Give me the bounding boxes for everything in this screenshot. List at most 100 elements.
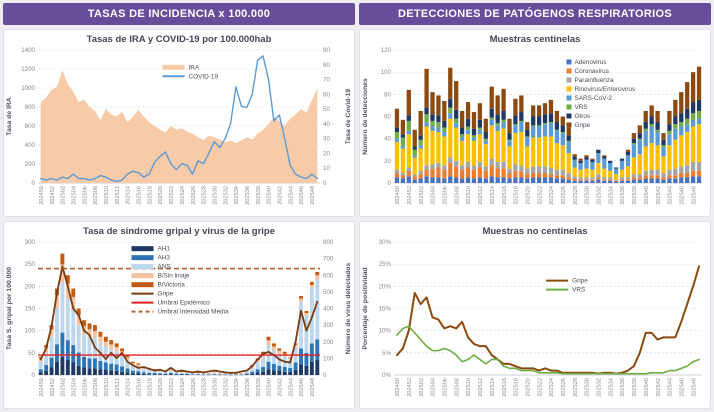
- svg-text:60: 60: [323, 91, 330, 98]
- svg-text:202532: 202532: [597, 186, 603, 205]
- svg-text:202532: 202532: [223, 378, 229, 397]
- legend-Gripe: Gripe: [546, 278, 588, 285]
- svg-text:600: 600: [323, 272, 334, 279]
- svg-text:202518: 202518: [147, 186, 153, 205]
- series-Gripe: [394, 66, 702, 161]
- svg-text:202534: 202534: [234, 378, 240, 397]
- svg-text:202522: 202522: [169, 186, 175, 205]
- svg-text:COVID-19: COVID-19: [189, 73, 219, 80]
- svg-text:202508: 202508: [454, 378, 460, 397]
- legend-COVID-19: COVID-19: [162, 73, 219, 80]
- svg-text:AH1: AH1: [158, 246, 171, 253]
- svg-text:202510: 202510: [466, 378, 472, 397]
- series-Otros: [394, 98, 702, 169]
- svg-text:202512: 202512: [478, 378, 484, 397]
- legend-Umbral Intensidad Media: Umbral Intensidad Media: [131, 309, 229, 316]
- svg-text:202520: 202520: [525, 186, 531, 205]
- svg-text:202524: 202524: [180, 186, 186, 205]
- svg-text:0: 0: [323, 180, 327, 187]
- svg-text:202520: 202520: [158, 186, 164, 205]
- legend-AH3: AH3: [131, 255, 171, 262]
- svg-text:202502: 202502: [61, 378, 67, 397]
- svg-text:202548: 202548: [310, 378, 316, 397]
- svg-text:400: 400: [25, 142, 36, 149]
- svg-text:202538: 202538: [256, 378, 262, 397]
- svg-text:202530: 202530: [212, 378, 218, 397]
- panel-muestras-centinelas: Muestras centinelas 0 20 40 60 80 100 120 20245…: [359, 29, 711, 217]
- svg-text:202516: 202516: [137, 186, 143, 205]
- svg-text:202512: 202512: [115, 186, 121, 205]
- legend-ANS: ANS: [131, 264, 171, 271]
- svg-text:10%: 10%: [379, 328, 392, 335]
- legend-Umbral Epidémico: Umbral Epidémico: [131, 300, 211, 307]
- svg-text:202506: 202506: [82, 186, 88, 205]
- svg-text:0: 0: [323, 372, 327, 379]
- svg-text:202452: 202452: [407, 378, 413, 397]
- svg-text:202536: 202536: [245, 378, 251, 397]
- svg-text:VRS: VRS: [574, 104, 587, 111]
- svg-text:90: 90: [323, 47, 330, 54]
- legend-Parainfluenza: Parainfluenza: [566, 77, 614, 84]
- svg-text:202504: 202504: [431, 186, 437, 205]
- header-pathogen-detections: DETECCIONES DE PATÓGENOS RESPIRATORIOS: [359, 3, 711, 25]
- svg-text:202452: 202452: [407, 186, 413, 205]
- svg-text:202516: 202516: [137, 378, 143, 397]
- svg-text:600: 600: [25, 123, 36, 130]
- svg-text:20: 20: [384, 158, 391, 165]
- svg-text:40: 40: [384, 136, 391, 143]
- svg-text:202518: 202518: [514, 378, 520, 397]
- svg-text:202546: 202546: [679, 378, 685, 397]
- chart-title-muestras-no-centinelas: Muestras no centinelas: [482, 226, 588, 237]
- muestras-no-centinelas-svg: 0%5%10%15%20%25%30%202450 202452 202502 202…: [362, 239, 702, 397]
- svg-text:300: 300: [25, 239, 36, 246]
- svg-text:202450: 202450: [395, 186, 401, 205]
- svg-text:Adenovirus: Adenovirus: [574, 59, 606, 66]
- svg-text:202526: 202526: [191, 378, 197, 397]
- series-Gripe: [395, 265, 701, 375]
- svg-text:202506: 202506: [82, 378, 88, 397]
- svg-text:202528: 202528: [573, 186, 579, 205]
- gridlines: 0 50 100 150 200 250 300 0 100 200 300 400 500 600 700…: [25, 239, 334, 379]
- svg-text:200: 200: [25, 283, 36, 290]
- svg-text:120: 120: [381, 47, 392, 54]
- svg-text:Umbral Epidémico: Umbral Epidémico: [158, 300, 211, 307]
- y-axis-label-left: Porcentaje de positividad: [362, 267, 369, 349]
- svg-text:202504: 202504: [71, 186, 77, 205]
- svg-text:202538: 202538: [632, 378, 638, 397]
- svg-text:202506: 202506: [443, 186, 449, 205]
- svg-text:VRS: VRS: [572, 287, 585, 294]
- legend-VRS: VRS: [546, 287, 585, 294]
- panel-sindrome-gripal: Tasa de síndrome gripal y virus de la gr…: [3, 221, 355, 409]
- svg-text:202534: 202534: [608, 378, 614, 397]
- svg-text:25%: 25%: [379, 261, 392, 268]
- svg-text:202548: 202548: [691, 186, 697, 205]
- ira-covid-chart: 0 200 400 600 800 1000 1200 1400 0 10 20 30 40 50 60 70…: [4, 45, 354, 216]
- svg-text:202508: 202508: [93, 186, 99, 205]
- svg-text:Umbral Intensidad Media: Umbral Intensidad Media: [158, 309, 229, 316]
- svg-text:202528: 202528: [573, 378, 579, 397]
- svg-text:SARS-CoV-2: SARS-CoV-2: [574, 95, 612, 102]
- svg-text:0: 0: [388, 180, 392, 187]
- legend-Gripe: Gripe: [566, 122, 591, 129]
- svg-text:202508: 202508: [93, 378, 99, 397]
- series-AH1: [38, 356, 320, 376]
- x-axis-labels: 202450 202452 202502 202504 202506 202508 2025…: [39, 378, 316, 397]
- y-axis-label-right: Número de virus detectados: [345, 263, 352, 355]
- svg-text:20%: 20%: [379, 283, 392, 290]
- legend-SARS-CoV-2: SARS-CoV-2: [566, 95, 612, 102]
- panel-muestras-no-centinelas: Muestras no centinelas 0% 5% 10% 15% 20% 25% 3…: [359, 221, 711, 409]
- svg-text:202548: 202548: [310, 186, 316, 205]
- svg-text:202514: 202514: [126, 186, 132, 205]
- svg-text:250: 250: [25, 261, 36, 268]
- svg-text:202544: 202544: [288, 186, 294, 205]
- panel-ira-covid: Tasas de IRA y COVID-19 por 100.000hab 0…: [3, 29, 355, 217]
- gridlines: 0% 5% 10% 15% 20% 25% 30%: [379, 239, 702, 379]
- svg-text:202508: 202508: [454, 186, 460, 205]
- muestras-centinelas-chart: 0 20 40 60 80 100 120 202450 202452 202502 202504 2…: [360, 45, 710, 216]
- series-Adenovirus: [394, 176, 702, 183]
- svg-text:AH3: AH3: [158, 255, 171, 262]
- svg-text:202548: 202548: [691, 378, 697, 397]
- svg-text:202514: 202514: [490, 378, 496, 397]
- svg-text:1400: 1400: [21, 47, 35, 54]
